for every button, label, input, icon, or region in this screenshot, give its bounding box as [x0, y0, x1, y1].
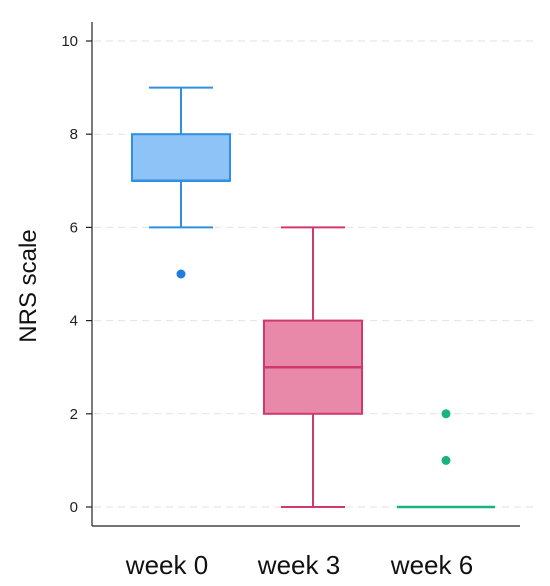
iqr-box	[131, 133, 231, 182]
box-week-0	[131, 86, 231, 279]
y-tick-label: 2	[70, 406, 78, 423]
y-tick-label: 0	[70, 499, 78, 516]
outlier-point	[441, 455, 451, 465]
y-axis-title: NRS scale	[15, 229, 42, 342]
axes	[91, 22, 520, 527]
box-week-3	[263, 226, 363, 508]
y-tick-label: 8	[70, 126, 78, 143]
x-category-label: week 0	[125, 550, 208, 580]
y-tick-label: 6	[70, 219, 78, 236]
x-category-label: week 3	[257, 550, 340, 580]
y-tick-label: 10	[61, 33, 78, 50]
outlier-point	[176, 269, 186, 279]
outlier-point	[441, 409, 451, 419]
box-plots	[131, 86, 495, 509]
y-tick-label: 4	[70, 313, 78, 330]
grid-lines	[94, 40, 535, 508]
y-ticks: 0 2 4 6 8 10	[61, 33, 92, 516]
box-week-6	[397, 409, 495, 509]
x-category-labels: week 0 week 3 week 6	[125, 550, 473, 580]
x-category-label: week 6	[390, 550, 473, 580]
